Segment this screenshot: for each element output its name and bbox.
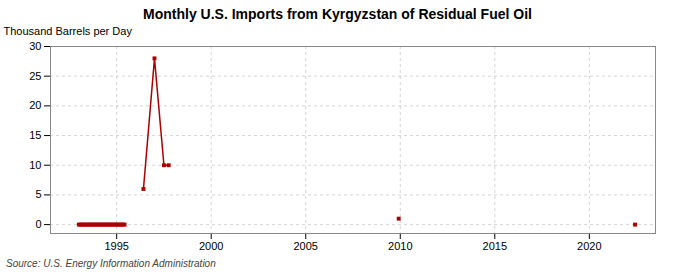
svg-text:15: 15 <box>29 129 41 141</box>
svg-text:2005: 2005 <box>293 240 317 252</box>
svg-text:2010: 2010 <box>388 240 412 252</box>
svg-text:Thousand Barrels per Day: Thousand Barrels per Day <box>4 25 133 37</box>
svg-text:2015: 2015 <box>483 240 507 252</box>
svg-text:25: 25 <box>29 70 41 82</box>
svg-text:1995: 1995 <box>104 240 128 252</box>
html-text:Source: U.S. Energy Informatio: Source: U.S. Energy Information Administ… <box>6 258 216 269</box>
svg-text:2000: 2000 <box>199 240 223 252</box>
svg-text:30: 30 <box>29 40 41 52</box>
html-text:Monthly U.S. Imports from Kyrg: Monthly U.S. Imports from Kyrgyzstan of … <box>143 6 532 22</box>
svg-text:2020: 2020 <box>577 240 601 252</box>
svg-text:0: 0 <box>35 218 41 230</box>
svg-text:20: 20 <box>29 99 41 111</box>
svg-text:5: 5 <box>35 188 41 200</box>
svg-text:10: 10 <box>29 159 41 171</box>
